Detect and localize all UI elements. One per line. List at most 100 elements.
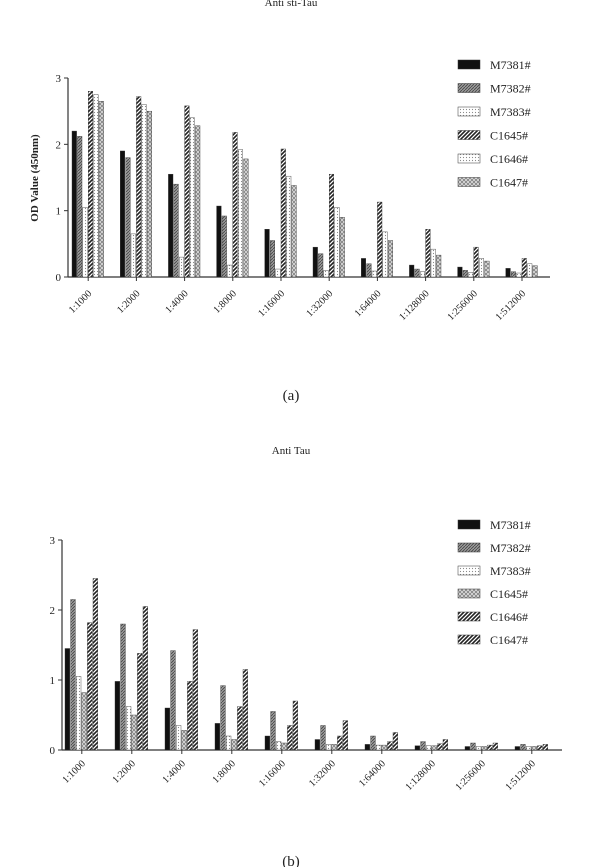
bar-a-C1647-1-8000 xyxy=(244,159,249,277)
bar-b-C1645-1-16000 xyxy=(282,743,287,750)
y-tick-label: 2 xyxy=(50,605,56,617)
legend-b: M7381#M7382#M7383#C1645#C1646#C1647# xyxy=(458,518,531,647)
chart-title-a: Anti sti-Tau xyxy=(265,0,318,9)
bar-a-C1647-1-2000 xyxy=(147,111,152,277)
bar-a-M7382-1-16000 xyxy=(270,241,275,277)
x-tick-label: 1:8000 xyxy=(211,288,238,315)
x-tick-label: 1:1000 xyxy=(67,288,94,315)
x-tick-label: 1:32000 xyxy=(304,288,335,319)
bar-b-M7383-1-512000 xyxy=(526,747,531,751)
bar-b-M7381-1-64000 xyxy=(365,744,370,750)
x-tick-label: 1:64000 xyxy=(353,288,384,319)
x-tick-label: 1:64000 xyxy=(357,758,388,789)
bar-a-M7383-1-1000 xyxy=(83,207,88,277)
bar-b-C1647-1-512000 xyxy=(543,744,548,750)
chart-panel-b: Anti Tau 01231:10001:20001:40001:80001:1… xyxy=(50,445,563,867)
bar-b-M7382-1-16000 xyxy=(271,712,276,751)
bar-b-C1645-1-1000 xyxy=(82,693,87,750)
x-tick-label: 1:256000 xyxy=(453,758,487,792)
x-tick-label: 1:512000 xyxy=(494,288,528,322)
bar-a-C1646-1-16000 xyxy=(286,176,291,277)
y-tick-label: 1 xyxy=(56,206,62,218)
bar-a-M7381-1-8000 xyxy=(217,206,222,277)
bar-a-C1646-1-1000 xyxy=(94,95,99,277)
bar-b-M7382-1-512000 xyxy=(521,744,526,750)
bar-b-C1647-1-64000 xyxy=(393,733,398,751)
bar-b-C1646-1-512000 xyxy=(537,746,542,750)
legend-swatch xyxy=(458,178,480,187)
bar-b-C1646-1-256000 xyxy=(487,745,492,750)
y-tick-label: 1 xyxy=(50,675,56,687)
bar-a-M7382-1-4000 xyxy=(174,184,179,277)
bar-a-C1645-1-2000 xyxy=(136,97,141,277)
bar-a-M7382-1-128000 xyxy=(415,269,420,277)
bar-a-C1647-1-256000 xyxy=(485,261,490,277)
bar-a-C1647-1-16000 xyxy=(292,185,297,277)
bar-a-C1647-1-1000 xyxy=(99,101,104,277)
bar-b-M7381-1-128000 xyxy=(415,746,420,750)
bar-b-M7383-1-8000 xyxy=(226,736,231,750)
legend-label: C1646# xyxy=(490,152,528,166)
bar-b-C1645-1-8000 xyxy=(232,740,237,751)
bar-b-M7382-1-1000 xyxy=(71,600,76,751)
legend-swatch xyxy=(458,520,480,529)
y-tick-label: 0 xyxy=(56,272,62,284)
bar-a-C1645-1-256000 xyxy=(474,247,479,277)
bar-a-C1646-1-512000 xyxy=(527,264,532,277)
legend-label: C1647# xyxy=(490,176,528,190)
bar-b-C1645-1-4000 xyxy=(182,730,187,750)
legend-swatch xyxy=(458,131,480,140)
bar-b-M7382-1-8000 xyxy=(221,686,226,750)
bar-a-M7382-1-64000 xyxy=(367,264,372,277)
bar-b-M7383-1-16000 xyxy=(276,742,281,750)
bar-a-C1646-1-128000 xyxy=(431,249,436,277)
bar-b-C1647-1-256000 xyxy=(493,743,498,750)
bar-a-M7381-1-16000 xyxy=(265,229,270,277)
bar-a-C1647-1-64000 xyxy=(388,241,393,277)
bar-b-C1646-1-1000 xyxy=(87,623,92,750)
bar-b-C1646-1-8000 xyxy=(237,707,242,750)
legend-swatch xyxy=(458,84,480,93)
legend-swatch xyxy=(458,566,480,575)
bar-b-M7381-1-8000 xyxy=(215,723,220,750)
bar-a-M7381-1-64000 xyxy=(361,258,366,277)
bar-b-M7383-1-4000 xyxy=(176,726,181,751)
bar-b-M7383-1-64000 xyxy=(376,745,381,750)
bar-a-C1646-1-4000 xyxy=(190,118,195,277)
bar-b-C1645-1-32000 xyxy=(332,744,337,750)
bar-a-C1645-1-1000 xyxy=(88,91,93,277)
x-tick-label: 1:32000 xyxy=(307,758,338,789)
bar-a-C1647-1-128000 xyxy=(436,255,441,277)
legend-label: C1645# xyxy=(490,129,528,143)
bar-a-M7382-1-1000 xyxy=(77,136,82,277)
bar-b-C1646-1-16000 xyxy=(287,726,292,751)
bar-a-M7382-1-32000 xyxy=(318,254,323,277)
legend-swatch xyxy=(458,154,480,163)
bar-b-M7382-1-2000 xyxy=(121,624,126,750)
legend-label: C1647# xyxy=(490,633,528,647)
bar-a-C1645-1-8000 xyxy=(233,132,238,277)
bar-a-M7383-1-4000 xyxy=(179,257,184,277)
y-tick-label: 2 xyxy=(56,139,62,151)
bar-b-C1646-1-2000 xyxy=(137,653,142,750)
bar-a-M7381-1-256000 xyxy=(458,267,463,277)
bar-b-M7381-1-4000 xyxy=(165,708,170,750)
x-tick-label: 1:128000 xyxy=(397,288,431,322)
bar-b-M7383-1-256000 xyxy=(476,747,481,751)
bar-b-C1647-1-1000 xyxy=(93,579,98,751)
bar-a-C1645-1-16000 xyxy=(281,149,286,277)
bar-b-M7383-1-128000 xyxy=(426,746,431,750)
x-tick-label: 1:256000 xyxy=(445,288,479,322)
x-tick-label: 1:16000 xyxy=(257,758,288,789)
y-tick-label: 3 xyxy=(56,73,62,85)
bar-a-C1645-1-128000 xyxy=(426,229,431,277)
bar-a-M7383-1-128000 xyxy=(420,272,425,277)
legend-swatch xyxy=(458,589,480,598)
bar-b-C1646-1-64000 xyxy=(387,742,392,750)
bar-a-M7382-1-256000 xyxy=(463,270,468,277)
bar-b-M7381-1-1000 xyxy=(65,649,70,751)
legend-swatch xyxy=(458,635,480,644)
x-tick-label: 1:1000 xyxy=(60,758,87,785)
bar-b-C1647-1-16000 xyxy=(293,701,298,750)
